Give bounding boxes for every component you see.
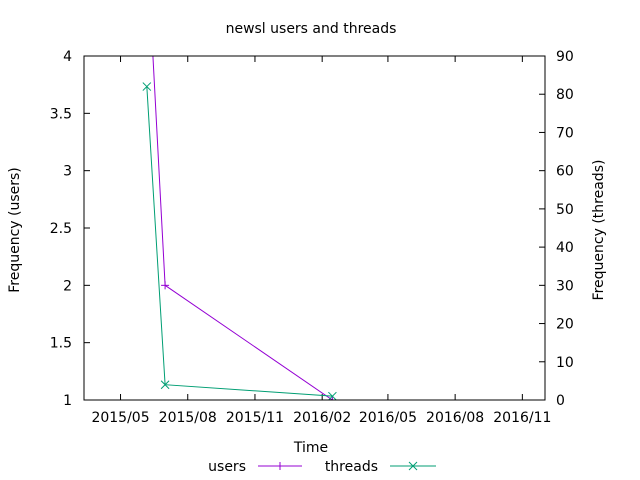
legend-label-threads: threads — [325, 459, 378, 475]
y-axis-label-left: Frequency (users) — [7, 167, 23, 293]
y-right-tick-label: 50 — [556, 202, 574, 218]
axis-ticks — [84, 55, 545, 401]
data-point-users — [161, 281, 170, 290]
data-point-threads-d2 — [160, 380, 170, 390]
y-right-tick-label: 0 — [556, 393, 565, 409]
y-right-tick-label: 70 — [556, 125, 574, 141]
plot-frame — [83, 55, 546, 401]
x-tick-label: 2015/08 — [159, 410, 217, 426]
tick-labels: 2015/05 2015/08 2015/11 2016/02 2016/05 2016/… — [50, 49, 574, 426]
y-right-tick-label: 10 — [556, 355, 574, 371]
y-right-tick-label: 40 — [556, 240, 574, 256]
y-left-tick-label: 3.5 — [50, 106, 72, 122]
x-axis-label: Time — [293, 440, 328, 456]
legend-marker-threads — [408, 461, 418, 471]
y-axis-label-right: Frequency (threads) — [591, 160, 607, 301]
legend-marker-threads-d2 — [408, 461, 418, 471]
x-tick-label: 2016/11 — [493, 410, 551, 426]
y-left-tick-label: 1.5 — [50, 336, 72, 352]
x-tick-label: 2016/05 — [359, 410, 417, 426]
legend-marker-users — [276, 462, 284, 470]
y-right-tick-label: 90 — [556, 49, 574, 65]
y-left-tick-label: 2 — [63, 278, 72, 294]
series-line-users — [152, 56, 333, 400]
data-point-threads — [160, 380, 170, 390]
data-point-threads-d2 — [328, 391, 337, 400]
y-right-tick-label: 30 — [556, 278, 574, 294]
y-right-tick-label: 60 — [556, 164, 574, 180]
legend: users threads — [208, 459, 436, 475]
x-tick-label: 2015/11 — [226, 410, 284, 426]
series-line-threads — [146, 86, 333, 397]
y-right-tick-label: 80 — [556, 87, 574, 103]
data-point-users — [328, 396, 337, 400]
x-tick-label: 2016/08 — [426, 410, 484, 426]
y-left-tick-label: 4 — [63, 49, 72, 65]
chart-title: newsl users and threads — [226, 21, 397, 37]
data-point-threads-d2 — [142, 82, 152, 91]
y-right-tick-label: 20 — [556, 317, 574, 333]
y-left-tick-label: 1 — [63, 393, 72, 409]
x-tick-label: 2015/05 — [91, 410, 149, 426]
data-point-threads — [142, 82, 152, 91]
y-left-tick-label: 3 — [63, 164, 72, 180]
series-layer — [142, 56, 337, 400]
x-tick-label: 2016/02 — [293, 410, 351, 426]
legend-label-users: users — [208, 459, 246, 475]
y-left-tick-label: 2.5 — [50, 221, 72, 237]
data-point-threads — [328, 391, 337, 400]
